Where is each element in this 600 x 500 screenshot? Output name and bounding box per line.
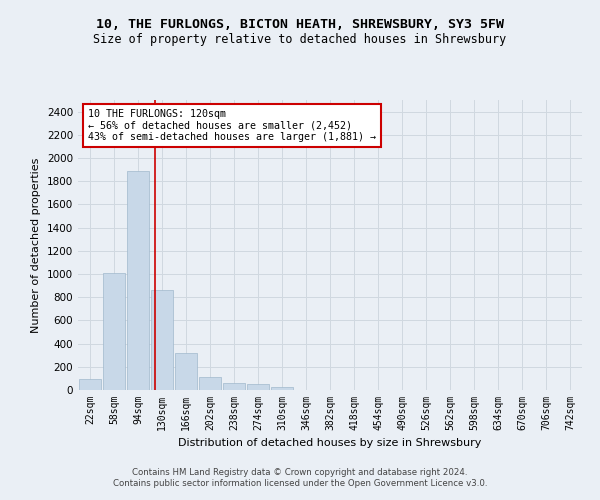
Text: Contains HM Land Registry data © Crown copyright and database right 2024.
Contai: Contains HM Land Registry data © Crown c…	[113, 468, 487, 487]
Bar	[247, 384, 269, 390]
Bar	[175, 354, 197, 390]
Bar	[103, 273, 125, 390]
X-axis label: Distribution of detached houses by size in Shrewsbury: Distribution of detached houses by size …	[178, 438, 482, 448]
Bar	[223, 383, 245, 390]
Y-axis label: Number of detached properties: Number of detached properties	[31, 158, 41, 332]
Text: 10 THE FURLONGS: 120sqm
← 56% of detached houses are smaller (2,452)
43% of semi: 10 THE FURLONGS: 120sqm ← 56% of detache…	[88, 108, 376, 142]
Bar	[79, 379, 101, 390]
Bar	[199, 376, 221, 390]
Text: Size of property relative to detached houses in Shrewsbury: Size of property relative to detached ho…	[94, 32, 506, 46]
Bar	[271, 386, 293, 390]
Text: 10, THE FURLONGS, BICTON HEATH, SHREWSBURY, SY3 5FW: 10, THE FURLONGS, BICTON HEATH, SHREWSBU…	[96, 18, 504, 30]
Bar	[127, 171, 149, 390]
Bar	[151, 290, 173, 390]
